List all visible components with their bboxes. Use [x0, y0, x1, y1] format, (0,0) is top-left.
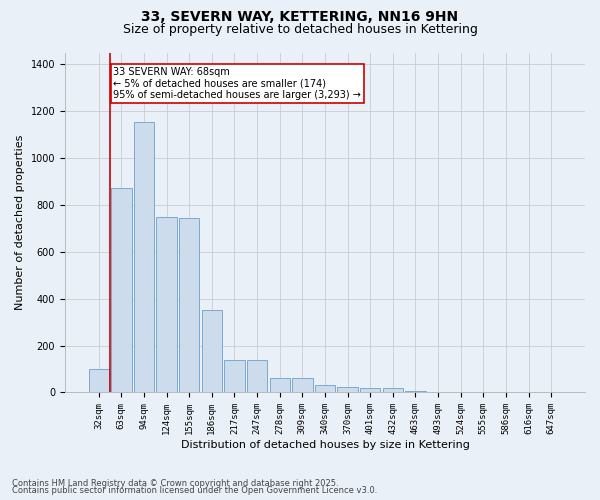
X-axis label: Distribution of detached houses by size in Kettering: Distribution of detached houses by size …: [181, 440, 469, 450]
Bar: [337, 386, 358, 392]
Text: Contains public sector information licensed under the Open Government Licence v3: Contains public sector information licen…: [12, 486, 377, 495]
Bar: [360, 388, 380, 392]
Text: Size of property relative to detached houses in Kettering: Size of property relative to detached ho…: [122, 22, 478, 36]
Bar: [134, 122, 154, 392]
Text: Contains HM Land Registry data © Crown copyright and database right 2025.: Contains HM Land Registry data © Crown c…: [12, 478, 338, 488]
Bar: [111, 188, 131, 392]
Text: 33, SEVERN WAY, KETTERING, NN16 9HN: 33, SEVERN WAY, KETTERING, NN16 9HN: [142, 10, 458, 24]
Bar: [89, 369, 109, 392]
Bar: [383, 388, 403, 392]
Text: 33 SEVERN WAY: 68sqm
← 5% of detached houses are smaller (174)
95% of semi-detac: 33 SEVERN WAY: 68sqm ← 5% of detached ho…: [113, 66, 361, 100]
Bar: [247, 360, 267, 392]
Bar: [315, 386, 335, 392]
Bar: [269, 378, 290, 392]
Bar: [157, 216, 177, 392]
Y-axis label: Number of detached properties: Number of detached properties: [15, 135, 25, 310]
Bar: [202, 310, 222, 392]
Bar: [179, 218, 199, 392]
Bar: [292, 378, 313, 392]
Bar: [224, 360, 245, 392]
